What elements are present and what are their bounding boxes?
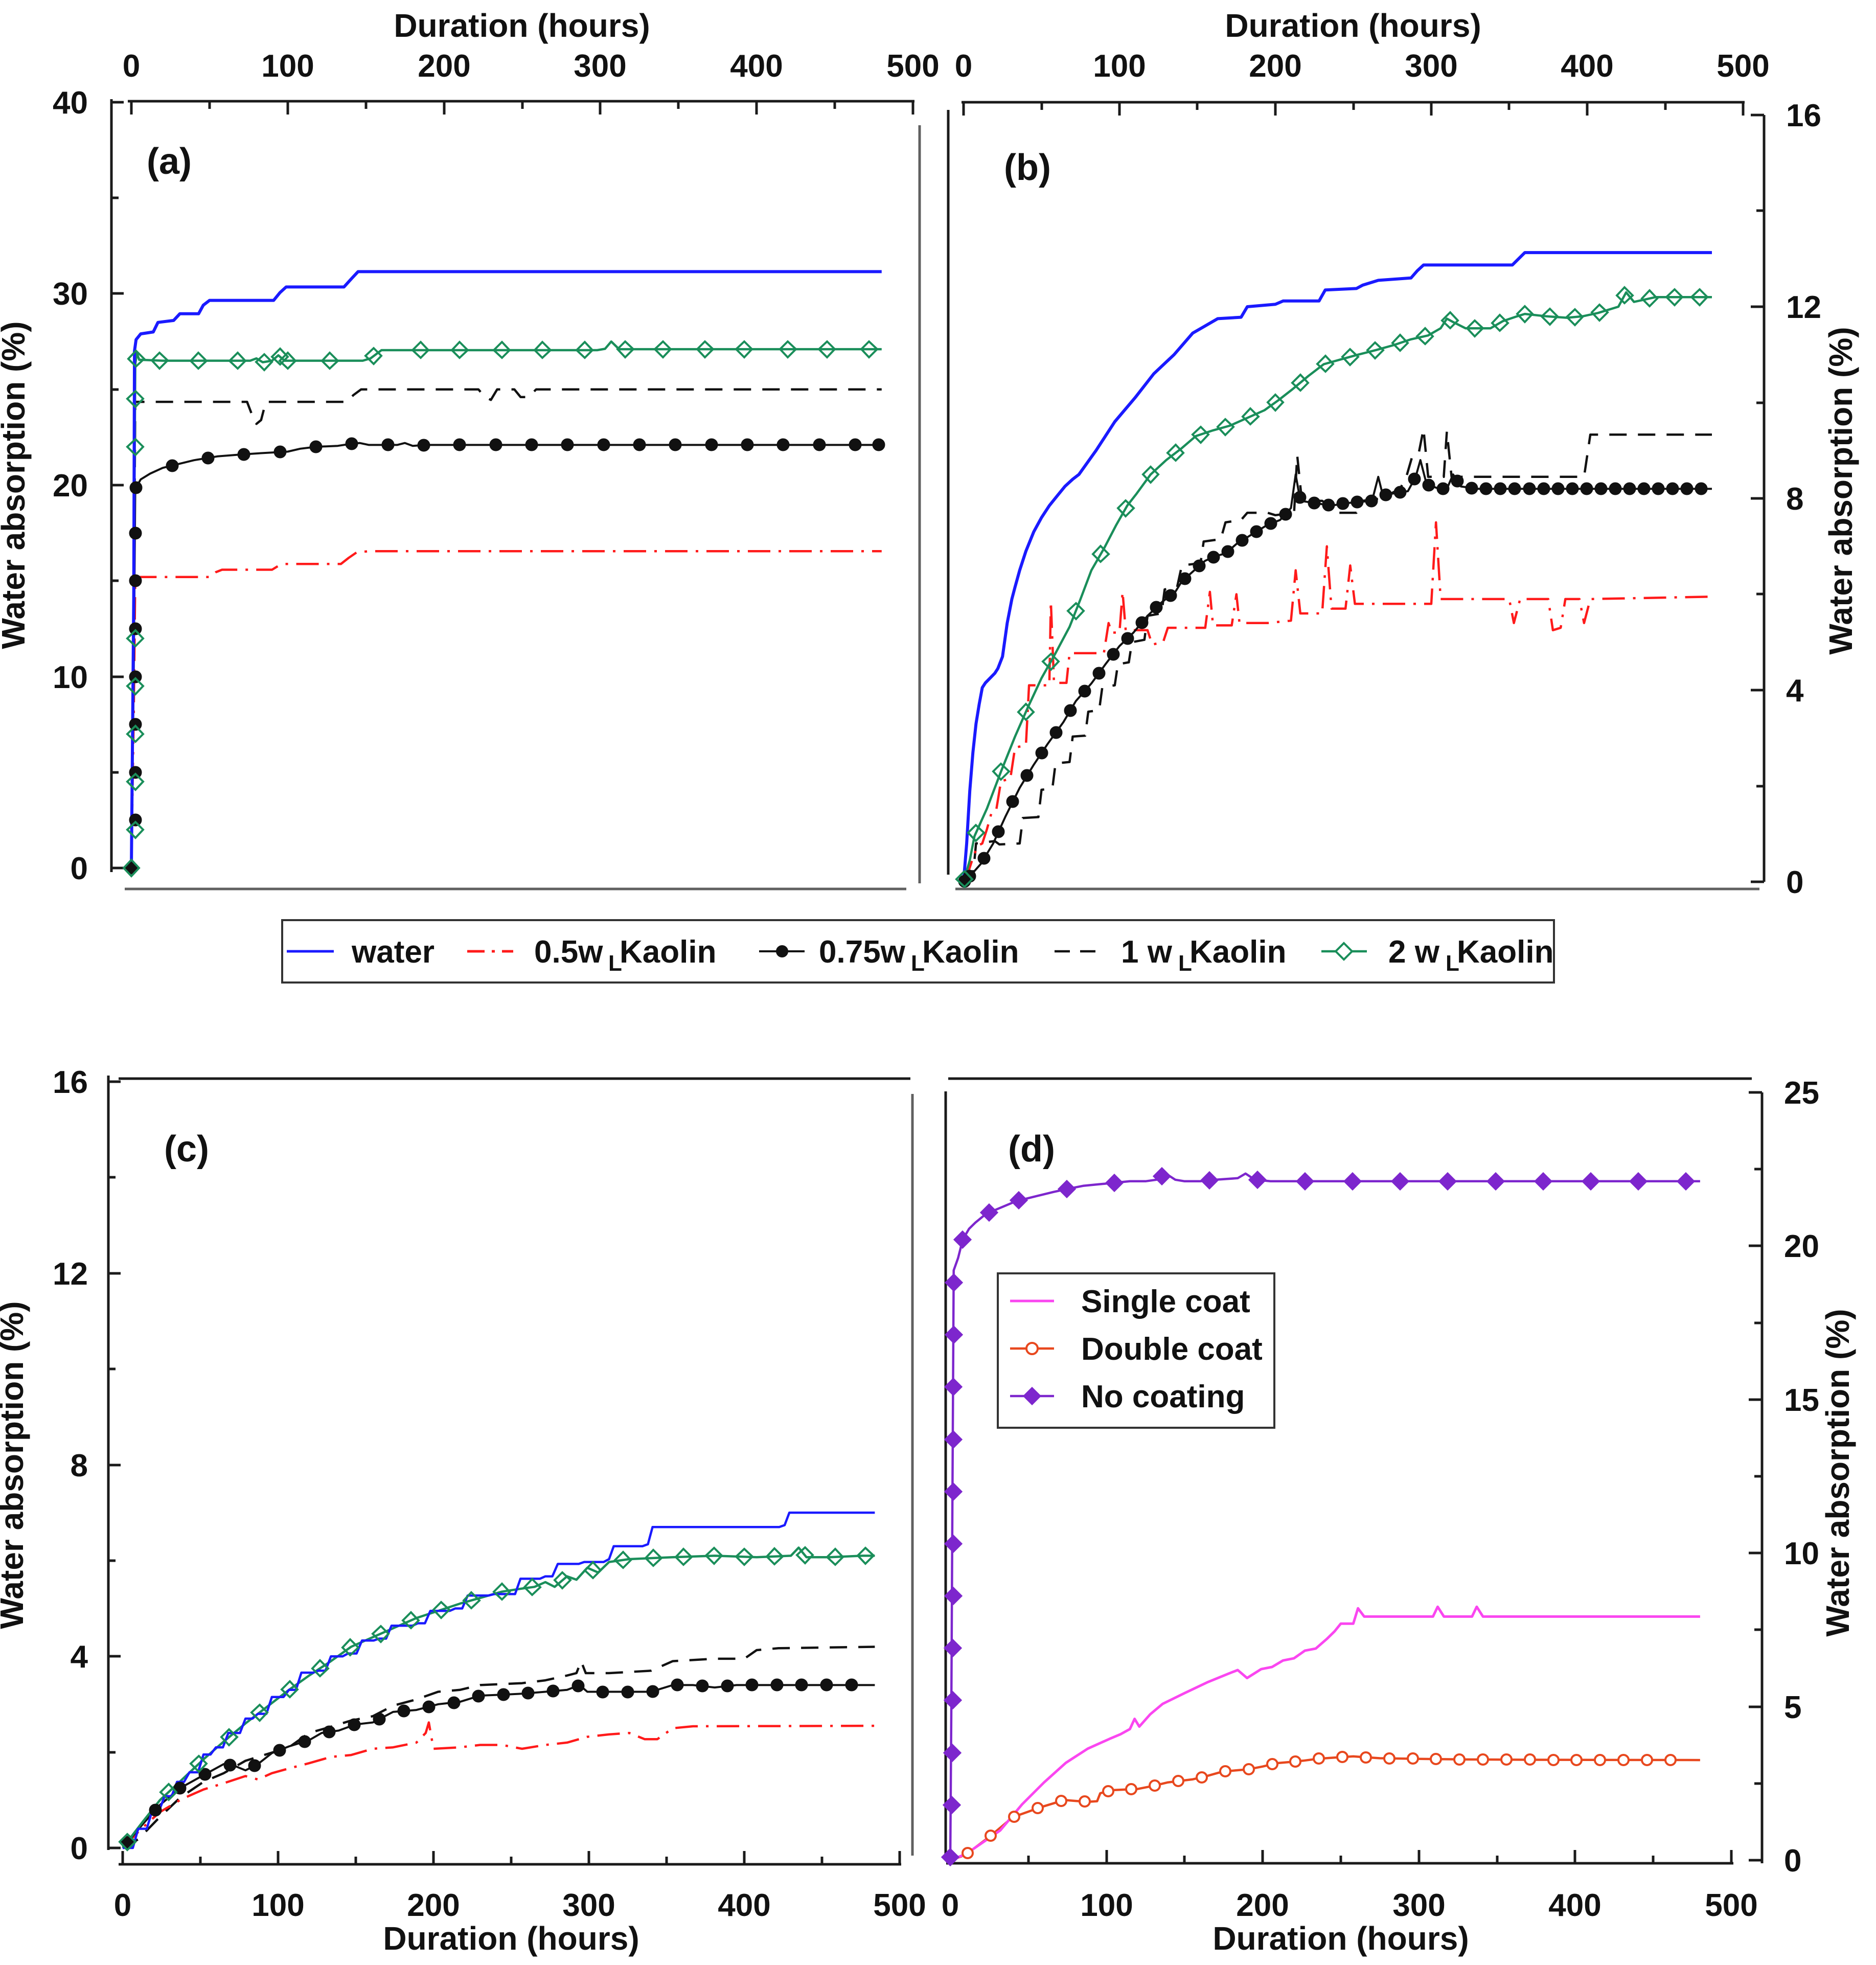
svg-text:400: 400 xyxy=(718,1888,770,1923)
svg-text:1 w: 1 w xyxy=(1121,934,1173,970)
svg-text:200: 200 xyxy=(1236,1888,1289,1923)
svg-text:Single coat: Single coat xyxy=(1081,1284,1250,1319)
svg-text:500: 500 xyxy=(873,1888,926,1923)
svg-text:Kaolin: Kaolin xyxy=(620,934,716,970)
svg-text:0: 0 xyxy=(942,1888,959,1923)
svg-text:Double coat: Double coat xyxy=(1081,1332,1263,1367)
svg-text:No coating: No coating xyxy=(1081,1379,1245,1414)
svg-text:L: L xyxy=(1446,951,1459,976)
svg-text:0.5w: 0.5w xyxy=(534,934,603,970)
svg-text:16: 16 xyxy=(1786,98,1821,133)
svg-text:30: 30 xyxy=(53,277,88,312)
svg-text:300: 300 xyxy=(562,1888,615,1923)
svg-text:0: 0 xyxy=(71,1831,88,1866)
svg-text:Water absorption (%): Water absorption (%) xyxy=(1819,1309,1856,1636)
svg-text:400: 400 xyxy=(1561,49,1613,84)
svg-text:Water absorption (%): Water absorption (%) xyxy=(0,1301,30,1629)
svg-text:L: L xyxy=(608,951,622,976)
svg-text:L: L xyxy=(1178,951,1192,976)
svg-text:(d): (d) xyxy=(1008,1129,1055,1170)
svg-text:100: 100 xyxy=(261,49,314,84)
svg-text:0: 0 xyxy=(955,49,972,84)
svg-text:4: 4 xyxy=(71,1639,88,1675)
svg-text:Kaolin: Kaolin xyxy=(1189,934,1286,970)
svg-text:200: 200 xyxy=(1249,49,1301,84)
svg-text:water: water xyxy=(351,934,434,970)
svg-text:16: 16 xyxy=(53,1065,88,1100)
svg-text:40: 40 xyxy=(53,85,88,121)
svg-text:500: 500 xyxy=(1705,1888,1757,1923)
svg-text:0: 0 xyxy=(1784,1843,1801,1879)
svg-text:300: 300 xyxy=(1392,1888,1445,1923)
svg-text:0: 0 xyxy=(114,1888,131,1923)
svg-text:5: 5 xyxy=(1784,1690,1801,1725)
svg-text:400: 400 xyxy=(730,49,783,84)
svg-text:500: 500 xyxy=(1717,49,1769,84)
svg-text:8: 8 xyxy=(71,1448,88,1483)
svg-text:0: 0 xyxy=(1786,865,1803,900)
svg-text:200: 200 xyxy=(418,49,470,84)
svg-text:15: 15 xyxy=(1784,1383,1819,1418)
svg-text:25: 25 xyxy=(1784,1076,1819,1111)
svg-text:Water absorption (%): Water absorption (%) xyxy=(1822,327,1859,654)
svg-text:Duration (hours): Duration (hours) xyxy=(383,1920,639,1957)
svg-text:(c): (c) xyxy=(164,1129,209,1170)
svg-text:Kaolin: Kaolin xyxy=(1457,934,1553,970)
svg-text:20: 20 xyxy=(1784,1229,1819,1264)
svg-text:L: L xyxy=(911,951,925,976)
svg-text:500: 500 xyxy=(886,49,939,84)
svg-text:Duration (hours): Duration (hours) xyxy=(1212,1920,1469,1957)
svg-text:Duration (hours): Duration (hours) xyxy=(394,7,650,44)
svg-text:300: 300 xyxy=(1405,49,1457,84)
svg-text:100: 100 xyxy=(1093,49,1146,84)
svg-text:4: 4 xyxy=(1786,673,1804,709)
svg-text:0: 0 xyxy=(123,49,140,84)
svg-text:400: 400 xyxy=(1548,1888,1601,1923)
svg-text:10: 10 xyxy=(1784,1536,1819,1571)
svg-text:300: 300 xyxy=(574,49,626,84)
svg-text:0: 0 xyxy=(71,851,88,886)
svg-text:12: 12 xyxy=(53,1256,88,1292)
svg-text:12: 12 xyxy=(1786,290,1821,325)
svg-text:100: 100 xyxy=(1080,1888,1133,1923)
svg-text:(a): (a) xyxy=(147,141,192,182)
svg-text:100: 100 xyxy=(251,1888,304,1923)
svg-text:20: 20 xyxy=(53,468,88,504)
svg-text:Kaolin: Kaolin xyxy=(922,934,1019,970)
svg-text:Duration (hours): Duration (hours) xyxy=(1225,7,1481,44)
svg-text:200: 200 xyxy=(407,1888,460,1923)
svg-text:2 w: 2 w xyxy=(1388,934,1440,970)
svg-text:8: 8 xyxy=(1786,482,1803,517)
svg-text:10: 10 xyxy=(53,660,88,695)
svg-text:(b): (b) xyxy=(1004,147,1051,188)
svg-text:Water absorption (%): Water absorption (%) xyxy=(0,321,32,649)
svg-text:0.75w: 0.75w xyxy=(819,934,906,970)
